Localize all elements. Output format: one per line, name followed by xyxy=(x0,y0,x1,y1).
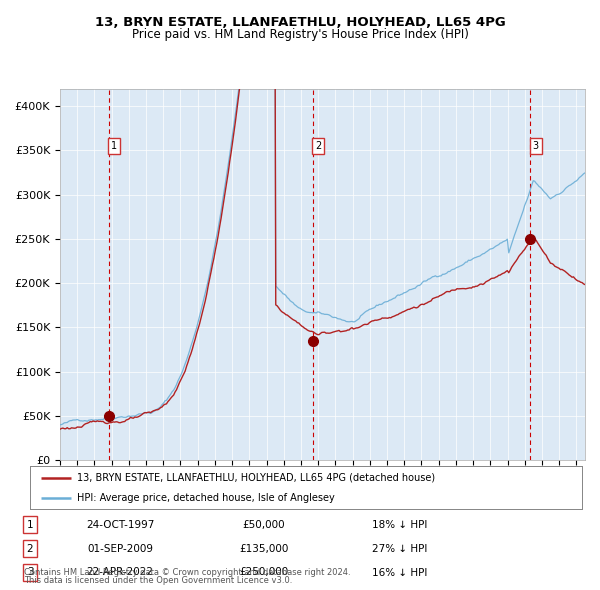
Text: This data is licensed under the Open Government Licence v3.0.: This data is licensed under the Open Gov… xyxy=(24,576,292,585)
Text: 2: 2 xyxy=(315,141,322,151)
Text: 3: 3 xyxy=(533,141,539,151)
Text: Price paid vs. HM Land Registry's House Price Index (HPI): Price paid vs. HM Land Registry's House … xyxy=(131,28,469,41)
Text: 18% ↓ HPI: 18% ↓ HPI xyxy=(372,520,427,530)
Text: 13, BRYN ESTATE, LLANFAETHLU, HOLYHEAD, LL65 4PG (detached house): 13, BRYN ESTATE, LLANFAETHLU, HOLYHEAD, … xyxy=(77,473,435,483)
Text: £135,000: £135,000 xyxy=(239,543,289,553)
Text: 22-APR-2022: 22-APR-2022 xyxy=(86,568,154,578)
Text: 13, BRYN ESTATE, LLANFAETHLU, HOLYHEAD, LL65 4PG: 13, BRYN ESTATE, LLANFAETHLU, HOLYHEAD, … xyxy=(95,16,505,29)
Text: 01-SEP-2009: 01-SEP-2009 xyxy=(87,543,153,553)
Text: 1: 1 xyxy=(111,141,117,151)
Text: 2: 2 xyxy=(26,543,34,553)
Text: Contains HM Land Registry data © Crown copyright and database right 2024.: Contains HM Land Registry data © Crown c… xyxy=(24,568,350,577)
Text: 24-OCT-1997: 24-OCT-1997 xyxy=(86,520,154,530)
Text: £250,000: £250,000 xyxy=(239,568,289,578)
Text: 27% ↓ HPI: 27% ↓ HPI xyxy=(372,543,427,553)
Text: HPI: Average price, detached house, Isle of Anglesey: HPI: Average price, detached house, Isle… xyxy=(77,493,335,503)
Text: 1: 1 xyxy=(26,520,34,530)
Text: 3: 3 xyxy=(26,568,34,578)
Text: 16% ↓ HPI: 16% ↓ HPI xyxy=(372,568,427,578)
Text: £50,000: £50,000 xyxy=(242,520,286,530)
